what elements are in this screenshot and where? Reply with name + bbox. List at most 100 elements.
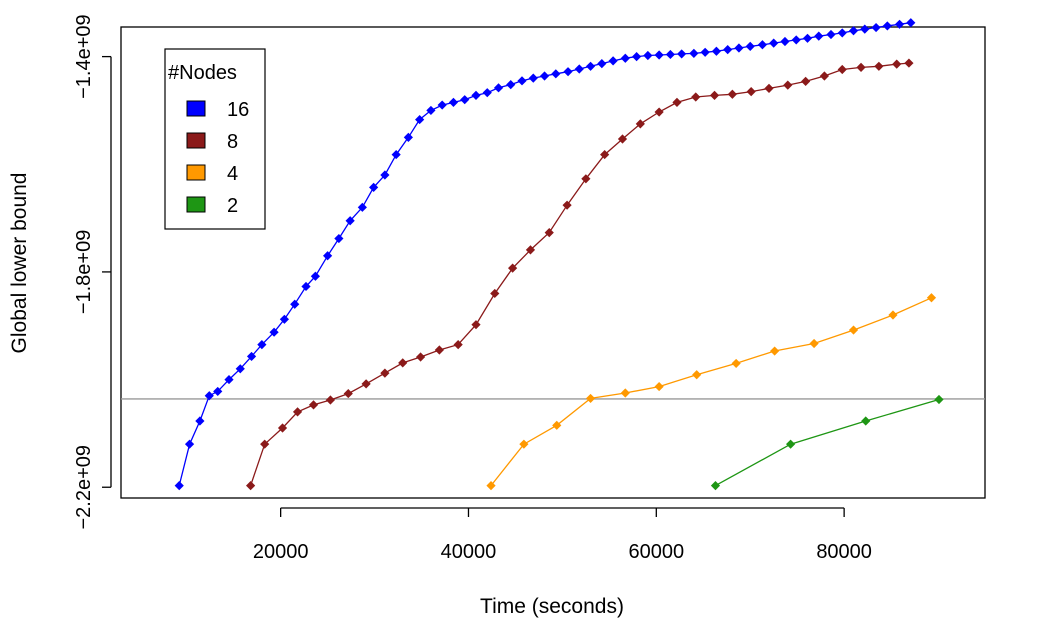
data-point	[746, 86, 756, 97]
x-tick-label: 20000	[253, 541, 309, 563]
data-point	[508, 263, 518, 273]
series-8	[246, 58, 914, 491]
data-point	[486, 481, 496, 491]
data-point	[620, 53, 630, 63]
data-point	[562, 200, 572, 210]
data-point	[471, 90, 481, 100]
data-point	[195, 416, 205, 426]
series-line-16	[178, 22, 911, 486]
data-point	[490, 288, 500, 299]
plot-frame	[120, 26, 986, 499]
data-point	[809, 338, 819, 349]
legend-label-2: 2	[227, 195, 238, 217]
data-point	[415, 352, 426, 362]
legend-swatch-16	[186, 100, 206, 117]
data-point	[343, 388, 353, 399]
legend-label-16: 16	[227, 99, 249, 121]
data-point	[654, 50, 664, 60]
data-point	[519, 439, 529, 449]
data-point	[257, 339, 267, 350]
data-point	[635, 119, 645, 129]
data-point	[391, 149, 401, 160]
data-point	[631, 52, 642, 62]
data-point	[826, 29, 836, 40]
legend-box	[164, 48, 266, 230]
data-point	[731, 358, 741, 369]
data-point	[643, 50, 653, 61]
data-point	[174, 481, 184, 491]
data-point	[308, 400, 319, 410]
data-point	[184, 439, 195, 449]
data-point	[482, 88, 492, 98]
y-tick-label: −2.2e+09	[73, 445, 95, 530]
data-point	[213, 386, 223, 397]
data-point	[292, 407, 303, 417]
series-line-2	[715, 398, 940, 487]
data-point	[597, 59, 607, 69]
data-point	[277, 423, 288, 433]
data-point	[235, 364, 245, 374]
legend-swatch-4	[186, 164, 206, 181]
data-point	[434, 345, 444, 355]
data-point	[783, 80, 793, 90]
data-point	[814, 31, 824, 41]
data-point	[437, 100, 447, 110]
legend-swatch-8	[186, 132, 206, 149]
data-point	[934, 394, 944, 405]
data-point	[563, 67, 573, 77]
data-point	[600, 149, 610, 160]
data-point	[204, 391, 214, 401]
data-point	[415, 114, 425, 125]
data-point	[269, 327, 279, 337]
data-point	[585, 61, 596, 71]
data-point	[780, 36, 790, 47]
data-point	[552, 420, 562, 430]
data-point	[665, 49, 675, 60]
legend-title: #Nodes	[168, 62, 237, 84]
x-tick-label: 60000	[628, 541, 684, 563]
data-point	[224, 374, 234, 385]
x-axis-label: Time (seconds)	[480, 595, 624, 618]
x-tick-label: 40000	[441, 541, 497, 563]
data-point	[757, 40, 768, 50]
data-point	[802, 33, 813, 43]
data-point	[453, 339, 463, 350]
data-point	[769, 38, 779, 48]
data-point	[574, 64, 584, 74]
data-point	[323, 251, 333, 261]
data-point	[528, 73, 538, 83]
data-point	[654, 107, 664, 117]
data-point	[734, 43, 744, 53]
data-point	[361, 379, 371, 389]
data-point	[290, 299, 300, 309]
data-point	[786, 439, 796, 449]
data-point	[764, 83, 774, 93]
data-point	[894, 19, 905, 29]
data-point	[904, 58, 914, 68]
data-point	[334, 233, 344, 244]
data-point	[848, 325, 859, 335]
series-4	[486, 293, 937, 491]
data-point	[861, 416, 871, 426]
data-point	[380, 368, 390, 378]
y-tick-label: −1.4e+09	[73, 14, 95, 99]
data-point	[926, 293, 937, 303]
data-point	[325, 395, 336, 405]
y-axis-label: Global lower bound	[8, 173, 31, 354]
data-point	[791, 35, 801, 45]
legend-label-8: 8	[227, 131, 238, 153]
series-2	[710, 394, 944, 491]
data-point	[672, 97, 682, 107]
data-point	[723, 45, 733, 55]
data-point	[691, 92, 701, 102]
x-tick-label: 80000	[816, 541, 872, 563]
data-point	[544, 228, 554, 238]
data-point	[882, 21, 892, 31]
series-line-8	[249, 62, 909, 486]
data-point	[403, 132, 413, 142]
data-point	[471, 320, 481, 330]
data-point	[551, 69, 561, 79]
legend-swatch-2	[186, 196, 206, 213]
data-point	[426, 105, 436, 116]
data-point	[689, 48, 699, 58]
